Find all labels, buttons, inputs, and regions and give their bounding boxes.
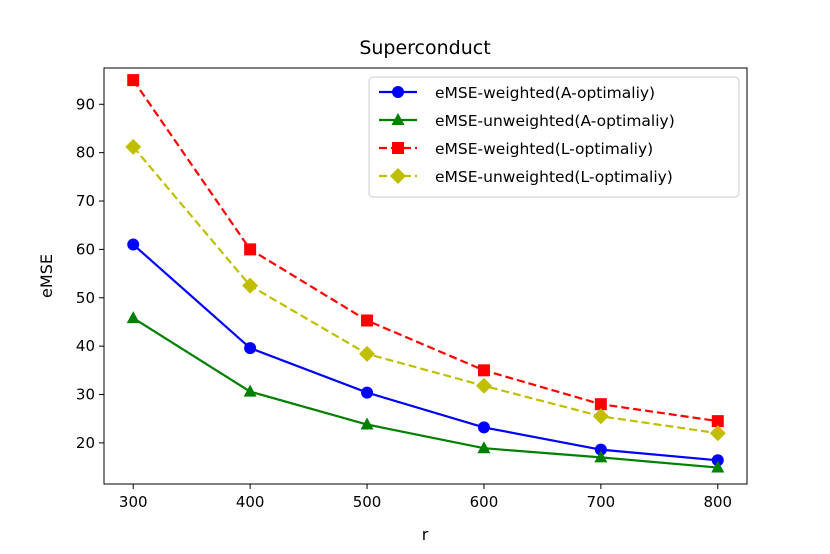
series-2-point [243, 384, 257, 397]
y-tick-label: 20 [76, 434, 95, 452]
series-4-point [242, 277, 259, 294]
series-3-point [594, 398, 607, 411]
legend-label-3: eMSE-weighted(L-optimaliy) [435, 140, 653, 158]
series-3-point [361, 314, 374, 327]
x-tick-label: 600 [470, 493, 499, 511]
plot-frame [103, 67, 748, 485]
series-1-point [361, 386, 374, 399]
series-2-point [711, 460, 725, 473]
legend-label-1: eMSE-weighted(A-optimaliy) [435, 84, 655, 102]
y-tick-label: 70 [76, 192, 95, 210]
y-axis-label: eMSE [37, 254, 56, 298]
plot-area: 300 400 500 600 700 800 20 30 40 50 60 70 80 90 [76, 74, 732, 511]
series-1-point [594, 443, 607, 456]
y-tick-label: 40 [76, 337, 95, 355]
series-4-point [592, 408, 609, 425]
series-line-1 [132, 243, 718, 462]
legend-label-2: eMSE-unweighted(A-optimaliy) [435, 112, 675, 130]
series-line-4 [132, 146, 718, 435]
series-1-point [244, 342, 257, 355]
series-4-point [709, 425, 726, 442]
y-tick-label: 60 [76, 240, 95, 258]
series-1-point [127, 238, 140, 251]
series-2-point [360, 417, 374, 430]
series-2-point [477, 441, 491, 454]
series-2-point [594, 450, 608, 463]
series-3-point [127, 74, 140, 87]
y-tick-label: 80 [76, 144, 95, 162]
x-tick-label: 400 [236, 493, 265, 511]
legend-marker-4 [390, 168, 406, 184]
legend-marker-3 [392, 142, 404, 154]
x-axis-label: r [422, 525, 429, 544]
series-1-point [477, 421, 490, 434]
chart-title: Superconduct [359, 37, 490, 59]
legend-marker-2 [391, 113, 405, 125]
series-1-point [711, 454, 724, 467]
series-2-point [126, 311, 140, 324]
series-4-point [125, 138, 142, 155]
x-tick-label: 500 [353, 493, 382, 511]
legend-box [368, 76, 740, 198]
y-tick-label: 50 [76, 289, 95, 307]
series-3-point [244, 243, 257, 256]
legend: eMSE-weighted(A-optimaliy) eMSE-unweighte… [368, 76, 740, 198]
y-tick-label: 90 [76, 95, 95, 113]
series-4-point [359, 345, 376, 362]
x-tick-label: 700 [587, 493, 616, 511]
legend-marker-1 [392, 86, 404, 98]
legend-label-4: eMSE-unweighted(L-optimaliy) [435, 168, 673, 186]
series-line-3 [132, 79, 718, 423]
series-line-2 [132, 317, 718, 469]
series-3-point [711, 415, 724, 428]
series-3-point [477, 364, 490, 377]
series-4-point [475, 377, 492, 394]
x-tick-label: 800 [703, 493, 732, 511]
y-tick-label: 30 [76, 386, 95, 404]
x-tick-label: 300 [119, 493, 148, 511]
